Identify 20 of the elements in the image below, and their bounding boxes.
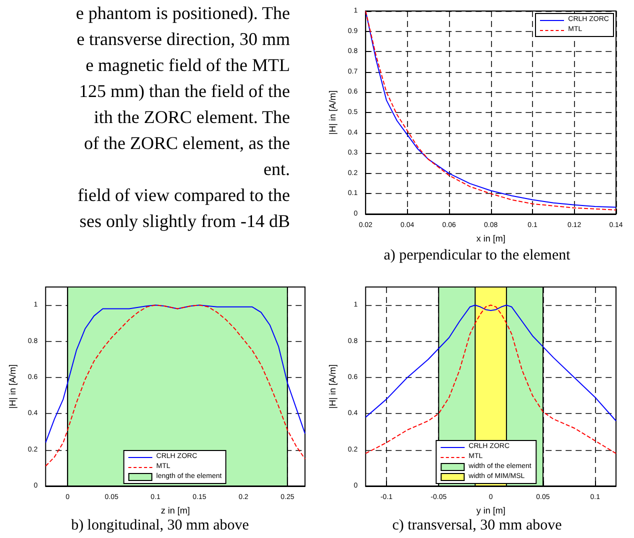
text: c) transversal, 30 mm above: [392, 518, 562, 534]
x-axis-title: x in [m]: [476, 233, 506, 244]
text: 125 mm) than the field of the: [78, 80, 290, 103]
text: ses only slightly from -14 dB: [78, 210, 290, 233]
line-series: [365, 304, 616, 454]
y-axis-title: |H| in [A/m]: [8, 364, 18, 409]
x-axis-title: y in [m]: [476, 505, 506, 516]
text: field of view compared to the: [76, 184, 290, 207]
y-axis-title: |H| in [A/m]: [328, 90, 338, 135]
text: e phantom is positioned). The: [74, 2, 290, 25]
text: a) perpendicular to the element: [384, 248, 572, 264]
y-axis-title: |H| in [A/m]: [328, 364, 338, 409]
text: b) longitudinal, 30 mm above: [71, 518, 250, 534]
text: e magnetic field of the MTL: [84, 54, 290, 77]
line-series: [365, 304, 616, 422]
text: e transverse direction, 30 mm: [76, 28, 290, 51]
x-axis-title: z in [m]: [160, 505, 190, 516]
text: ith the ZORC element. The: [92, 106, 290, 129]
text: of the ZORC element, as the: [83, 132, 290, 155]
text: ent.: [262, 158, 290, 181]
